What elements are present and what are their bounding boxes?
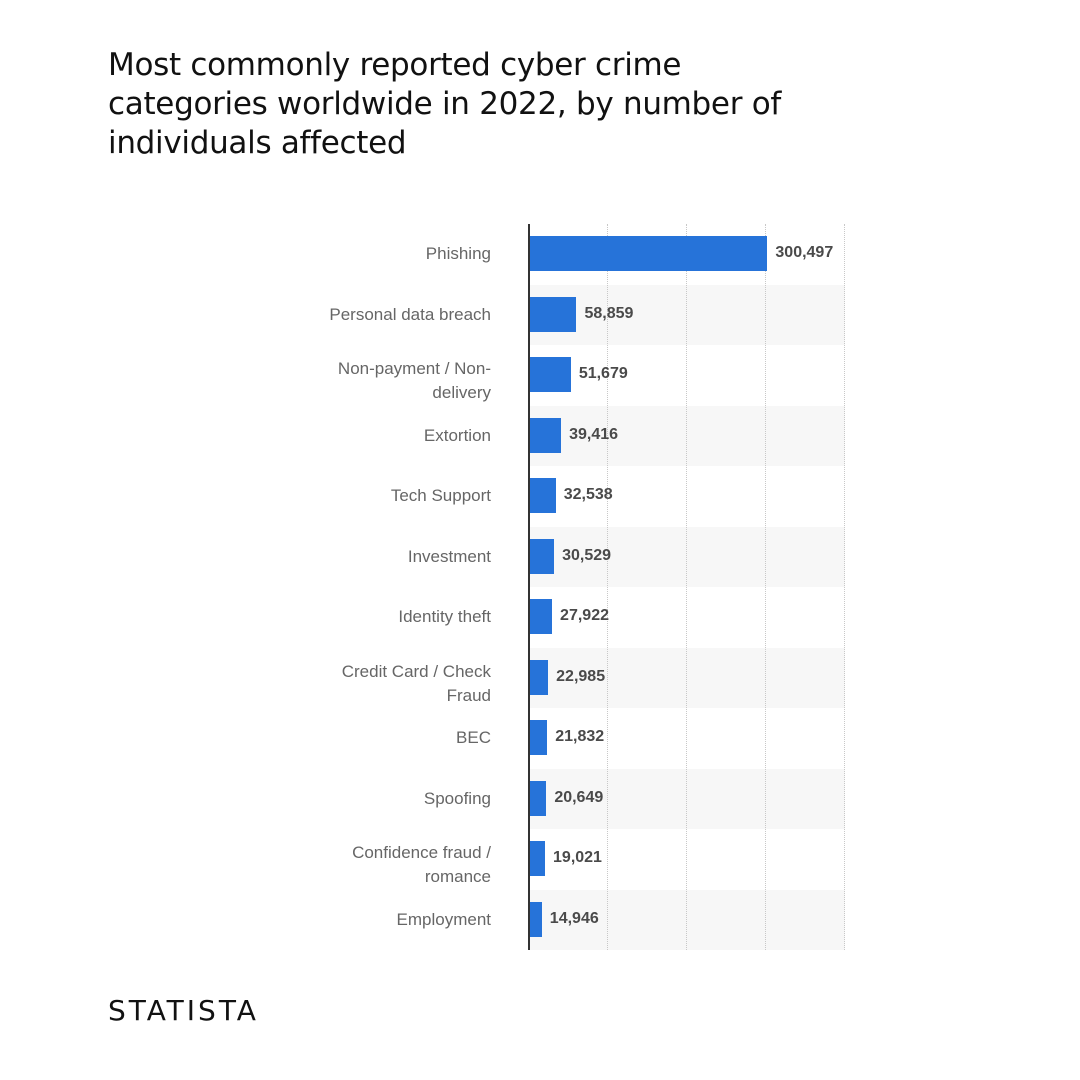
row-band — [529, 768, 845, 829]
row-band — [529, 526, 845, 587]
category-label-line: Confidence fraud / — [352, 843, 491, 862]
bar — [530, 296, 577, 332]
value-label: 32,538 — [563, 486, 613, 503]
bar — [530, 841, 546, 876]
category-label-line: Credit Card / Check — [341, 661, 491, 681]
brand-logo: STATISTA — [108, 994, 259, 1027]
value-label: 39,416 — [569, 425, 619, 443]
category-label-line: delivery — [432, 383, 491, 402]
value-label: 21,832 — [555, 728, 605, 745]
category-label: Confidence fraud / romance — [271, 841, 491, 889]
bar — [530, 599, 553, 634]
bar — [530, 901, 542, 937]
bar — [530, 780, 547, 816]
bar — [530, 357, 571, 392]
plot-area — [529, 224, 845, 950]
category-label: Credit Card / Check Fraud — [271, 660, 491, 708]
value-label: 51,679 — [578, 365, 628, 382]
value-label: 19,021 — [553, 849, 602, 866]
value-label: 30,529 — [562, 546, 612, 564]
category-label-line: Phishing — [425, 244, 491, 263]
category-label-line: BEC — [456, 728, 491, 747]
category-label: Extortion — [271, 424, 491, 448]
category-label-line: Fraud — [446, 685, 491, 705]
bar — [530, 720, 548, 755]
row-band — [529, 647, 845, 708]
bar — [530, 417, 562, 453]
category-label-line: romance — [424, 867, 491, 886]
gridline — [765, 224, 766, 950]
category-label-line: Investment — [407, 546, 491, 566]
chart-title: Most commonly reported cyber crime categ… — [108, 47, 781, 161]
category-label: Phishing — [271, 242, 491, 266]
category-label: Identity theft — [271, 605, 491, 629]
value-label: 300,497 — [775, 244, 834, 261]
bar — [530, 659, 549, 695]
category-label: BEC — [271, 726, 491, 750]
category-label: Investment — [271, 545, 491, 569]
category-label: Non-payment / Non-delivery — [271, 357, 491, 405]
value-label: 14,946 — [549, 909, 599, 927]
category-label: Spoofing — [271, 787, 491, 811]
category-label-line: Tech Support — [390, 486, 491, 505]
category-label-line: Personal data breach — [329, 304, 491, 324]
gridline — [607, 224, 608, 950]
gridline — [844, 224, 845, 950]
category-label: Tech Support — [271, 484, 491, 508]
category-label-line: Spoofing — [423, 788, 491, 808]
category-label-line: Identity theft — [398, 607, 491, 626]
category-label-line: Non-payment / Non- — [337, 359, 491, 378]
value-label: 27,922 — [560, 607, 609, 624]
category-label-line: Employment — [396, 909, 491, 929]
row-band — [529, 345, 845, 406]
category-label-line: Extortion — [423, 425, 491, 445]
value-label: 20,649 — [554, 788, 604, 806]
value-label: 22,985 — [556, 667, 606, 685]
category-label: Employment — [271, 908, 491, 932]
bar — [530, 236, 768, 271]
gridline — [686, 224, 687, 950]
row-band — [529, 889, 845, 950]
category-label: Personal data breach — [271, 303, 491, 327]
row-band — [529, 405, 845, 466]
row-band — [529, 284, 845, 345]
bar — [530, 478, 556, 513]
bar — [530, 538, 555, 574]
y-axis-line — [528, 224, 530, 950]
value-label: 58,859 — [584, 304, 634, 322]
